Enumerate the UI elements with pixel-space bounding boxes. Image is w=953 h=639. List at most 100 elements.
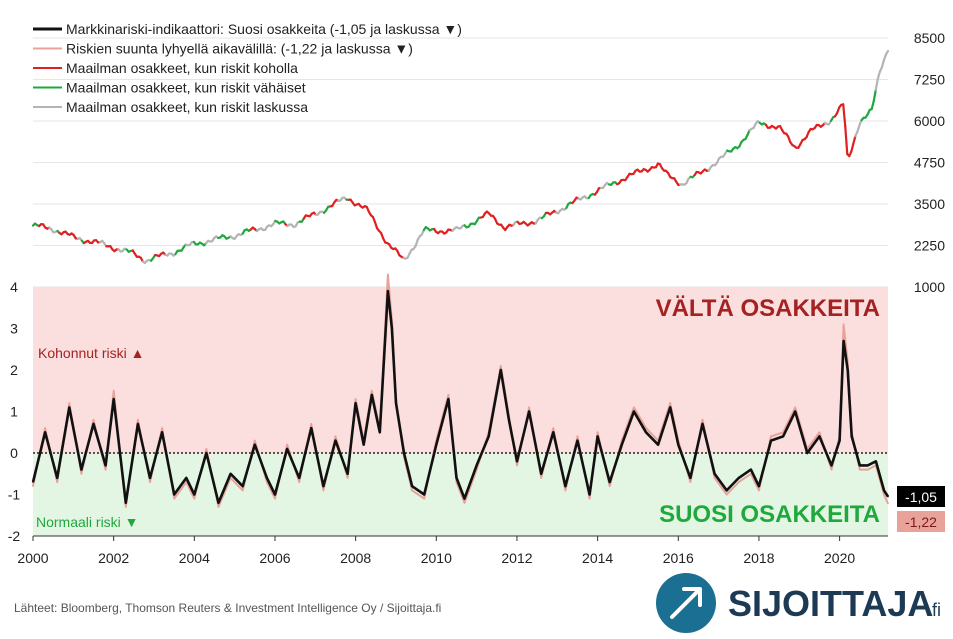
risk-indicator-line-point: [391, 328, 393, 330]
risk-indicator-line-point: [105, 465, 107, 467]
risk-indicator-line-point: [274, 494, 276, 496]
index-segment: [845, 126, 847, 154]
short-term-risk-line-point: [125, 506, 127, 508]
short-term-risk-line-point: [516, 465, 518, 467]
risk-indicator-line-point: [782, 436, 784, 438]
risk-indicator-line-point: [456, 477, 458, 479]
risk-indicator-line-point: [310, 427, 312, 429]
risk-indicator-line-point: [387, 290, 389, 292]
risk-indicator-line-point: [194, 494, 196, 496]
short-term-risk-line-point: [32, 485, 34, 487]
risk-indicator-line-point: [411, 485, 413, 487]
short-term-risk-line-point: [448, 394, 450, 396]
avoid-zone-label: VÄLTÄ OSAKKEITA: [656, 295, 880, 322]
risk-indicator-line-point: [149, 477, 151, 479]
x-tick-label: 2018: [743, 550, 774, 566]
left-tick-label: 4: [10, 279, 18, 295]
short-term-risk-line-point: [645, 427, 647, 429]
short-term-risk-line-point: [355, 398, 357, 400]
risk-indicator-line-point: [714, 473, 716, 475]
risk-indicator-line-point: [488, 436, 490, 438]
legend-label: Maailman osakkeet, kun riskit laskussa: [66, 99, 308, 115]
elevated-risk-note: Kohonnut riski ▲: [38, 345, 144, 361]
risk-indicator-line-point: [738, 477, 740, 479]
risk-indicator-line-point: [883, 490, 885, 492]
short-term-risk-line-point: [323, 490, 325, 492]
risk-indicator-line-point: [750, 469, 752, 471]
short-term-risk-line-point: [597, 431, 599, 433]
right-tick-label: 2250: [914, 238, 945, 254]
x-tick-label: 2012: [501, 550, 532, 566]
risk-indicator-line-point: [113, 398, 115, 400]
risk-indicator-line-point: [577, 440, 579, 442]
short-term-risk-line-point: [149, 481, 151, 483]
indicator-end-label: -1,05: [905, 489, 937, 505]
risk-indicator-line-point: [552, 431, 554, 433]
risk-indicator-line-point: [859, 465, 861, 467]
short-term-risk-line-point: [68, 402, 70, 404]
short-term-risk-line-point: [93, 419, 95, 421]
risk-indicator-line-point: [335, 440, 337, 442]
risk-indicator-line-point: [875, 461, 877, 463]
risk-indicator-line-point: [298, 477, 300, 479]
short-term-risk-line-point: [173, 498, 175, 500]
left-tick-label: 3: [10, 321, 18, 337]
x-tick-label: 2002: [98, 550, 129, 566]
risk-indicator-line-point: [395, 402, 397, 404]
left-tick-label: -1: [8, 487, 21, 503]
short-term-risk-line-point: [843, 324, 845, 326]
short-term-risk-line-point: [831, 469, 833, 471]
risk-indicator-line-point: [887, 496, 889, 498]
short-term-risk-line-point: [206, 448, 208, 450]
x-tick-label: 2004: [179, 550, 210, 566]
x-tick-label: 2020: [824, 550, 855, 566]
short-term-risk-line-point: [423, 498, 425, 500]
risk-indicator-line-point: [807, 452, 809, 454]
risk-indicator-line-point: [218, 502, 220, 504]
risk-indicator-line-point: [633, 411, 635, 413]
normal-risk-note: Normaali riski ▼: [36, 514, 139, 530]
short-term-risk-line-point: [464, 502, 466, 504]
short-term-risk-line-point: [298, 481, 300, 483]
risk-indicator-line-point: [645, 431, 647, 433]
short-term-risk-line-point: [44, 427, 46, 429]
risk-indicator-line-point: [831, 465, 833, 467]
short-term-risk-line-point: [56, 481, 58, 483]
x-tick-label: 2006: [259, 550, 290, 566]
short-term-risk-line-point: [335, 436, 337, 438]
short-term-risk-line-point: [500, 365, 502, 367]
risk-indicator-line-point: [726, 490, 728, 492]
risk-indicator-line-point: [423, 494, 425, 496]
short-term-end-label: -1,22: [905, 514, 937, 530]
risk-indicator-line-point: [794, 411, 796, 413]
risk-indicator-line-point: [448, 398, 450, 400]
risk-indicator-line-point: [516, 461, 518, 463]
risk-indicator-line-point: [657, 444, 659, 446]
short-term-risk-line-point: [887, 503, 889, 505]
short-term-risk-line-point: [528, 407, 530, 409]
right-tick-label: 1000: [914, 279, 945, 295]
short-term-risk-line-point: [194, 498, 196, 500]
short-term-risk-line-point: [286, 444, 288, 446]
short-term-risk-line-point: [552, 427, 554, 429]
short-term-risk-line-point: [794, 407, 796, 409]
left-tick-label: 2: [10, 362, 18, 378]
legend-label: Markkinariski-indikaattori: Suosi osakke…: [66, 21, 462, 37]
left-tick-label: -2: [8, 528, 21, 544]
favor-zone-label: SUOSI OSAKKEITA: [659, 501, 880, 528]
risk-indicator-line-point: [669, 407, 671, 409]
short-term-risk-line-point: [883, 494, 885, 496]
risk-indicator-line-point: [770, 440, 772, 442]
risk-indicator-line-point: [44, 431, 46, 433]
risk-indicator-line-point: [847, 369, 849, 371]
risk-indicator-line-point: [379, 431, 381, 433]
short-term-risk-line-point: [113, 390, 115, 392]
risk-indicator-line-point: [867, 465, 869, 467]
short-term-risk-line-point: [819, 431, 821, 433]
short-term-risk-line-point: [274, 498, 276, 500]
short-term-risk-line-point: [565, 490, 567, 492]
right-tick-label: 4750: [914, 155, 945, 171]
index-segment: [853, 136, 855, 143]
short-term-risk-line-point: [137, 419, 139, 421]
